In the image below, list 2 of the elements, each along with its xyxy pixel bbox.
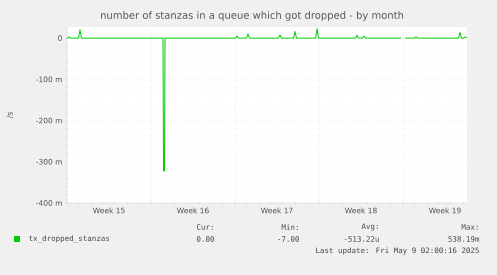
y-axis-title: /s [6,112,14,118]
chart-title: number of stanzas in a queue which got dropped - by month [101,11,404,21]
